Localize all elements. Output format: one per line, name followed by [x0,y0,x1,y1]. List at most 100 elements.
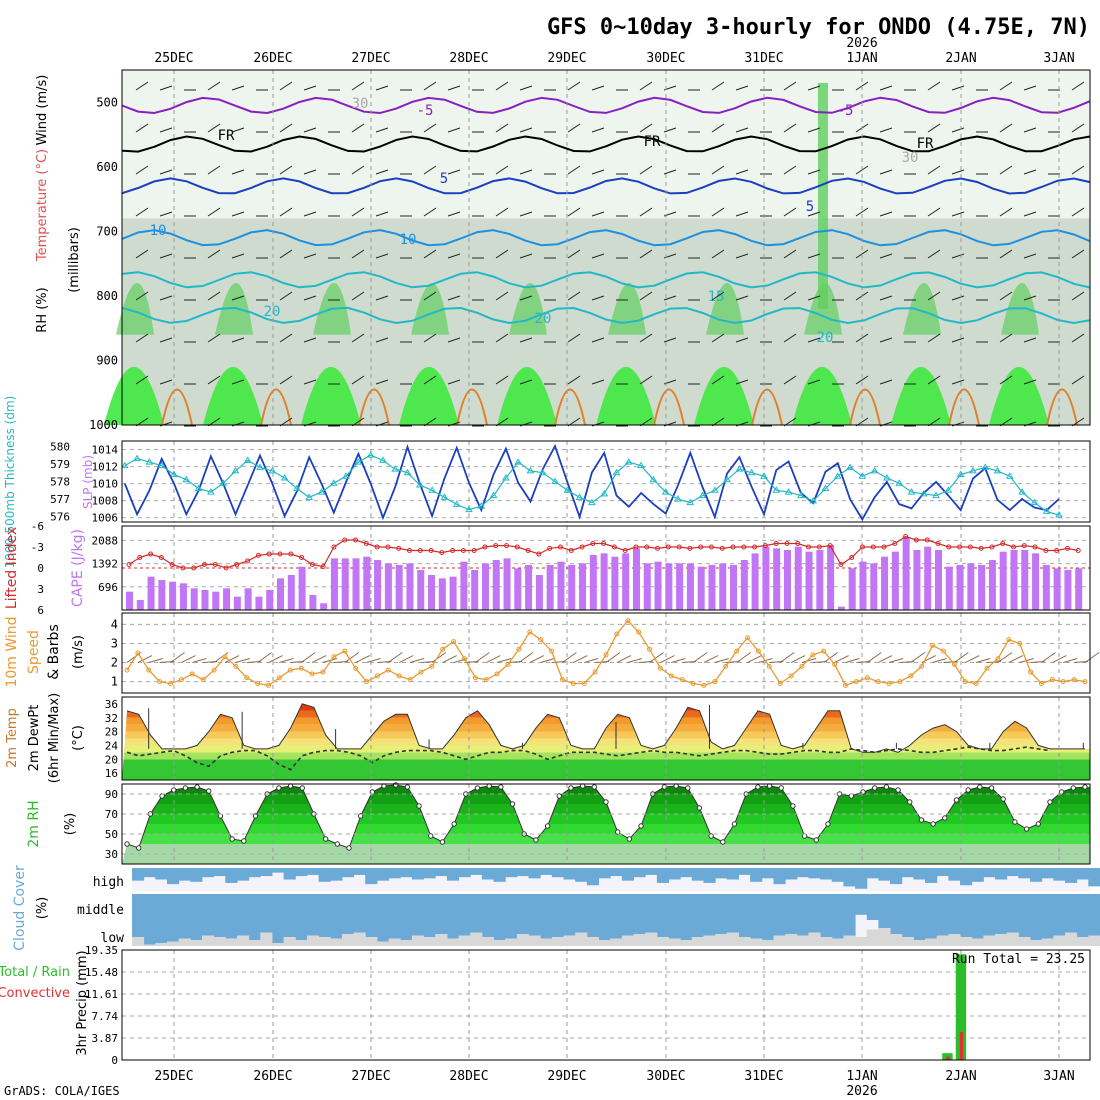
temp-frame [121,696,1091,781]
middle-cloud-bar [248,894,261,946]
wind-barb [303,379,317,385]
wind-barb [1023,211,1037,217]
contour-label: FR [218,128,235,144]
low-cloud-bar [960,937,973,946]
li-marker [245,558,251,564]
thickness-marker [452,500,461,507]
li-marker [687,545,693,551]
thickness-marker [932,491,940,499]
li-marker [633,544,639,550]
wind-barb [366,658,381,664]
wind-barb [663,337,677,343]
middle-cloud-bar [213,894,226,946]
low-cloud-bar [948,934,961,946]
wind-barb [447,127,461,133]
thickness-marker [981,463,990,470]
cape-bar [956,565,964,610]
top-date-label: 27DEC [351,51,390,66]
li-marker [838,562,844,567]
li-marker [460,548,466,553]
tick-label: 0 [111,1054,118,1067]
middle-cloud-bar [388,894,401,946]
high-cloud-bar [773,868,786,885]
contour-label: 30 [902,150,919,166]
cape-bar [579,563,587,610]
wind-speed-marker [396,673,402,679]
wind-barb [879,337,893,343]
tick-label: 1006 [92,512,119,525]
temp-axis-label-2: 2m DewPt [27,705,42,772]
rh-marker [836,791,843,797]
cape-bar [676,563,684,610]
li-marker [935,541,941,546]
low-cloud-bar [271,943,285,946]
wind-speed-marker [309,671,315,677]
wind-barb [999,165,1013,175]
low-cloud-bar [190,940,203,946]
wind-barb [567,123,581,133]
low-cloud-bar [330,938,343,946]
low-cloud-bar [516,934,530,946]
cape-bar [611,556,619,610]
wind-speed-marker [875,679,881,685]
tick-label: 800 [96,289,118,303]
rh-marker [895,787,901,793]
thickness-marker [243,456,252,463]
wind-speed-marker [255,680,261,686]
high-cloud-bar [808,868,821,879]
high-cloud-bar [376,868,390,881]
cape-bar [783,550,791,610]
wind-speed-marker [461,656,467,662]
tick-label: 500 [96,95,118,109]
wind-barb [1023,85,1037,91]
high-cloud-bar [563,868,576,880]
wind-speed-marker [124,667,130,673]
low-cloud-bar [621,935,634,946]
wind-speed-marker [592,669,598,675]
wind-barb [779,652,795,663]
wind-barb [170,652,185,663]
li-marker [450,548,456,553]
wind-barb [951,169,965,175]
thickness-marker [723,475,732,483]
wind-barb [495,333,509,343]
wind-speed-marker [603,652,609,658]
bottom-date-axis: 25DEC 26DEC 27DEC 28DEC 29DEC 30DEC 31DEC 1JAN 2… [154,1069,1074,1099]
li-marker [1021,543,1027,549]
high-cloud-bar [960,868,973,886]
wind-barb [207,165,221,175]
li-marker [374,544,380,550]
low-cloud-bar [236,935,250,946]
high-cloud-bar [855,868,868,889]
thickness-marker [465,505,473,513]
temp-band [122,738,1090,746]
wind-speed-line [126,619,1086,687]
low-cloud-bar [201,935,215,946]
middle-cloud-bar [400,894,413,946]
wind-axis-label-3: & Barbs [46,624,62,680]
wind-barb [447,379,461,385]
li-marker [417,548,423,553]
li-marker [514,544,520,550]
rh-marker [1012,819,1018,825]
wind-barb [663,169,677,175]
wind-barb [591,295,605,301]
high-cloud-bar [540,868,553,875]
rh-band [122,834,1090,844]
cape-bar [794,546,802,610]
temp-contour-warm [653,388,685,426]
cape-bar [999,551,1007,610]
thickness-marker [993,466,1002,474]
low-cloud-bar [225,938,238,946]
cape-bar [730,565,738,610]
wind-barb [231,127,245,133]
thickness-marker [698,491,707,499]
cape-bar [1021,550,1029,610]
wind-panel: 4 3 2 1 10m Wind Speed & Barbs (m/s) [4,612,1100,694]
cape-bar [870,563,878,610]
middle-cloud-bar [773,894,786,946]
cape-bar [665,563,673,610]
wind-speed-marker [440,646,446,652]
tick-label: -3 [31,541,44,554]
wind-speed-marker [451,639,457,645]
